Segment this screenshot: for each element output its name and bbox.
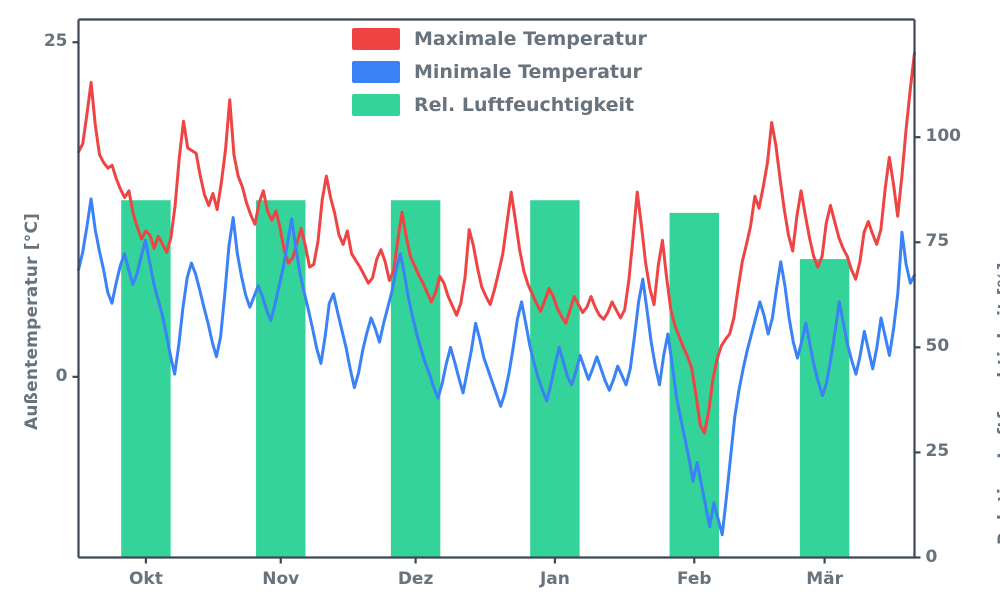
line-max-temp (77, 51, 916, 435)
legend-swatch-icon (352, 28, 400, 50)
x-tick-label: Feb (676, 568, 712, 589)
line-min-temp (77, 197, 916, 537)
y-tick-label-right: 75 (925, 231, 950, 252)
humidity-bar (390, 200, 441, 558)
legend-item[interactable]: Rel. Luftfeuchtigkeit (352, 92, 647, 118)
x-tick-label: Okt (128, 568, 163, 589)
y-tick-label-right: 0 (925, 546, 938, 567)
legend-swatch-icon (352, 94, 400, 116)
humidity-bar (121, 200, 171, 558)
x-tick-label: Nov (262, 568, 300, 589)
legend-item[interactable]: Maximale Temperatur (352, 26, 647, 52)
y-tick-label-left: 0 (55, 365, 68, 386)
humidity-bar (799, 259, 850, 558)
legend-label: Maximale Temperatur (414, 28, 647, 50)
y-axis-right-title: Relative Luftfeuchtigkeit [%] (995, 262, 1000, 545)
x-tick-label: Dez (397, 568, 434, 589)
chart-legend: Maximale Temperatur Minimale Temperatur Re… (352, 26, 647, 118)
y-tick-label-left: 25 (43, 31, 68, 52)
x-tick-label: Mär (806, 568, 843, 589)
y-axis-left-title: Außentemperatur [°C] (22, 212, 42, 430)
legend-label: Minimale Temperatur (414, 61, 642, 83)
y-tick-label-right: 100 (925, 126, 962, 147)
legend-label: Rel. Luftfeuchtigkeit (414, 94, 635, 116)
y-tick-label-right: 50 (925, 336, 950, 357)
x-tick-label: Jan (539, 568, 570, 589)
legend-swatch-icon (352, 61, 400, 83)
legend-item[interactable]: Minimale Temperatur (352, 59, 647, 85)
y-tick-label-right: 25 (925, 441, 950, 462)
